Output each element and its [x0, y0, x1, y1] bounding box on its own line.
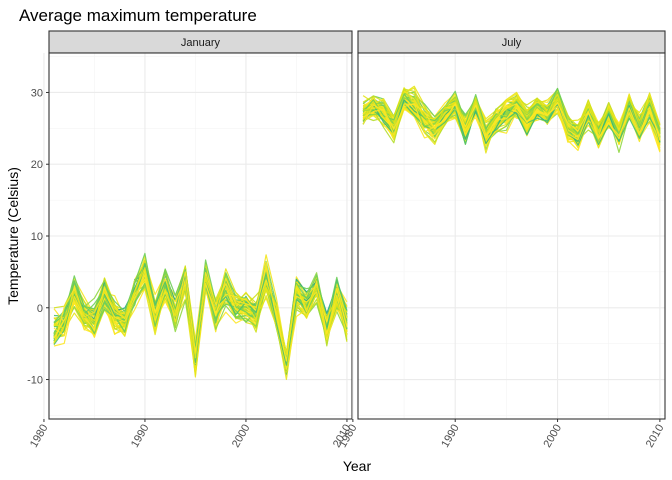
chart-title: Average maximum temperature [19, 6, 257, 25]
y-tick-label: 10 [31, 231, 43, 243]
series-line [53, 259, 348, 363]
x-tick-label: 1980 [28, 423, 51, 450]
x-axis-july: 1980 1990 2000 2010 [337, 419, 667, 450]
facet-label-july: July [502, 37, 522, 49]
series-line [362, 88, 661, 136]
y-tick-label: 20 [31, 159, 43, 171]
y-tick-label: 30 [31, 87, 43, 99]
x-tick-label: 2000 [230, 423, 253, 450]
series-line [363, 90, 661, 138]
x-tick-label: 2000 [542, 423, 565, 450]
series-line [362, 87, 661, 139]
x-tick-label: 1990 [439, 423, 462, 450]
x-tick-label: 1990 [129, 423, 152, 450]
series-lines-january [53, 252, 348, 380]
gridlines-january [43, 53, 352, 419]
series-line [362, 102, 661, 140]
series-line [362, 89, 661, 135]
facet-panel-january: January [43, 30, 353, 420]
x-axis-january: 1980 1990 2000 2010 [28, 419, 354, 450]
series-line [362, 101, 661, 146]
facet-label-january: January [181, 37, 221, 49]
series-line [53, 270, 348, 365]
series-line [362, 85, 661, 134]
y-axis-title: Temperature (Celsius) [5, 167, 21, 305]
y-axis: -10 0 10 20 30 [27, 87, 49, 387]
series-line [53, 267, 348, 359]
y-tick-label: 0 [37, 303, 43, 315]
series-lines-july [362, 85, 661, 154]
y-tick-label: -10 [27, 375, 43, 387]
facet-panel-july: July [352, 30, 666, 420]
x-tick-label: 2010 [644, 423, 667, 450]
panel-border-july [357, 52, 666, 420]
x-axis-title: Year [343, 458, 372, 474]
